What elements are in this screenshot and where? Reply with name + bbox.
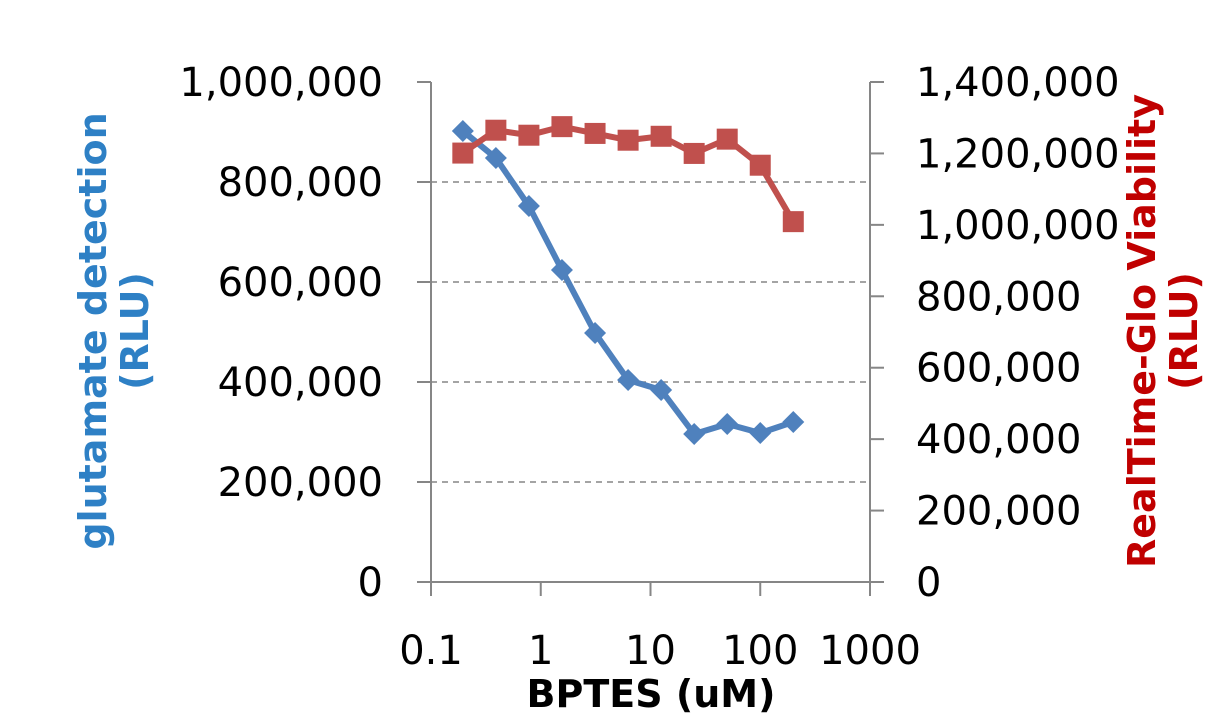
y2-tick-label: 1,200,000: [916, 131, 1120, 177]
data-point-viability: [782, 211, 804, 233]
y-tick-label: 200,000: [218, 460, 383, 506]
data-point-viability: [749, 154, 771, 176]
data-point-glutamate: [550, 259, 573, 281]
data-point-viability: [551, 116, 573, 138]
y2-tick-label: 200,000: [916, 489, 1081, 535]
x-tick-label: 100: [722, 628, 798, 674]
y-tick-label: 400,000: [218, 360, 383, 406]
data-point-glutamate: [683, 423, 706, 445]
y-axis-title: glutamate detection(RLU): [71, 112, 157, 549]
x-axis-title: BPTES (uM): [527, 672, 776, 713]
data-point-glutamate: [451, 120, 474, 142]
grid-lines: [431, 181, 870, 483]
y2-tick-label: 0: [916, 560, 941, 606]
data-point-viability: [584, 122, 606, 144]
data-point-viability: [716, 128, 738, 150]
axes: [417, 81, 884, 596]
y2-tick-label: 800,000: [916, 274, 1081, 320]
tick-labels: 0 200,000 400,000 600,000 800,000 1,000,000 0 2…: [179, 60, 1119, 674]
data-point-glutamate: [517, 195, 540, 217]
y2-tick-label: 400,000: [916, 417, 1081, 463]
series: [451, 116, 805, 445]
y2-axis-title: RealTime-Glo Viability(RLU): [1120, 94, 1206, 568]
data-point-viability: [452, 142, 474, 164]
data-point-glutamate: [650, 379, 673, 401]
y-tick-label: 600,000: [218, 260, 383, 306]
data-point-glutamate: [782, 411, 805, 433]
x-tick-label: 1000: [819, 628, 921, 674]
x-tick-label: 10: [625, 628, 676, 674]
y2-tick-label: 600,000: [916, 346, 1081, 392]
data-point-glutamate: [716, 413, 739, 435]
y-tick-label: 800,000: [218, 160, 383, 206]
y2-tick-label: 1,400,000: [916, 60, 1120, 106]
data-point-viability: [485, 119, 507, 141]
data-point-viability: [650, 125, 672, 147]
x-tick-label: 1: [528, 628, 553, 674]
data-point-glutamate: [749, 422, 772, 444]
y-tick-label: 1,000,000: [179, 60, 383, 106]
data-point-viability: [518, 124, 540, 146]
data-point-viability: [617, 129, 639, 151]
data-point-glutamate: [484, 147, 507, 169]
y-tick-label: 0: [358, 560, 383, 606]
x-tick-label: 0.1: [399, 628, 463, 674]
data-point-glutamate: [617, 369, 640, 391]
data-point-viability: [683, 142, 705, 164]
y2-tick-label: 1,000,000: [916, 203, 1120, 249]
data-point-glutamate: [584, 322, 607, 344]
